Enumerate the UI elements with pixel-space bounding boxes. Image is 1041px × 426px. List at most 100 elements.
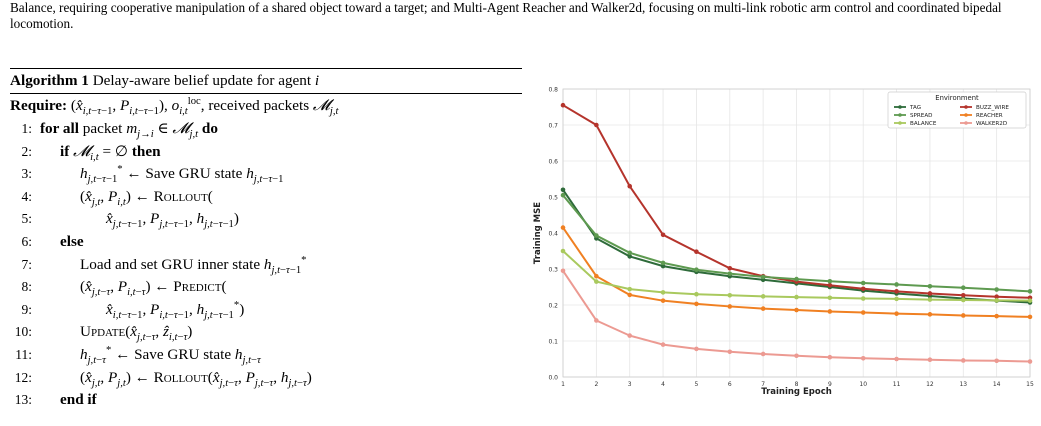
data-point-spread xyxy=(794,276,799,282)
x-tick-label: 8 xyxy=(795,381,799,388)
algorithm-line-9: 9: x̂i,t−τ−1, Pi,t−τ−1, hj,t−τ−1*) xyxy=(21,299,245,321)
legend-label-balance: BALANCE xyxy=(910,121,937,127)
algorithm-line-13: 13: end if xyxy=(14,391,97,409)
data-point-reacher xyxy=(660,298,666,303)
data-point-reacher xyxy=(594,273,599,279)
require-rest: received packets xyxy=(208,97,310,114)
data-point-balance xyxy=(960,297,966,303)
data-point-reacher xyxy=(894,311,899,316)
x-tick-label: 3 xyxy=(628,381,632,388)
data-point-tag xyxy=(660,263,666,269)
data-point-walker2d xyxy=(927,357,933,363)
data-point-reacher xyxy=(794,307,799,313)
data-point-walker2d xyxy=(794,353,799,359)
data-point-balance xyxy=(860,296,866,301)
data-point-walker2d xyxy=(1027,359,1033,364)
algorithm-agent-var: i xyxy=(314,72,320,89)
data-point-buzz-wire xyxy=(994,294,999,300)
data-point-walker2d xyxy=(660,342,666,347)
require-content: Require: (x̂i,t−τ−1, Pi,t−τ−1), oi,tloc,… xyxy=(10,95,339,118)
data-point-tag xyxy=(627,254,633,259)
data-point-balance xyxy=(594,279,599,284)
data-point-reacher xyxy=(560,225,566,230)
y-tick-label: 0.6 xyxy=(548,159,558,166)
data-point-balance xyxy=(894,296,899,302)
x-tick-label: 4 xyxy=(661,381,665,388)
data-point-reacher xyxy=(727,304,733,309)
data-point-spread xyxy=(1027,289,1033,294)
x-tick-label: 6 xyxy=(728,381,732,388)
data-point-buzz-wire xyxy=(660,232,666,238)
data-point-balance xyxy=(694,291,699,297)
plot-frame xyxy=(562,88,1031,378)
data-point-tag xyxy=(560,187,566,193)
x-axis-label: Training Epoch xyxy=(761,387,832,397)
y-tick-label: 0.8 xyxy=(548,87,558,94)
legend-marker-buzz-wire xyxy=(964,105,968,109)
data-point-buzz-wire xyxy=(627,183,633,189)
data-point-buzz-wire xyxy=(727,265,733,271)
data-point-spread xyxy=(627,250,633,256)
data-point-balance xyxy=(627,286,633,292)
data-point-buzz-wire xyxy=(694,249,699,255)
data-point-spread xyxy=(894,282,899,287)
x-tick-label: 11 xyxy=(893,381,901,388)
intro-paragraph: Balance, requiring cooperative manipulat… xyxy=(10,0,1030,32)
x-tick-label: 2 xyxy=(594,381,598,388)
require-label: Require: xyxy=(10,97,68,114)
data-point-balance xyxy=(660,290,666,295)
data-point-reacher xyxy=(627,292,633,298)
legend-title: Environment xyxy=(935,94,979,102)
data-point-buzz-wire xyxy=(860,286,866,292)
data-point-walker2d xyxy=(960,358,966,363)
data-point-spread xyxy=(660,260,666,266)
algorithm-title-text: Delay-aware belief update for agent xyxy=(92,72,312,89)
legend-marker-tag xyxy=(898,105,902,109)
algorithm-line-2: 2: if 𝓜i,t = ∅ then xyxy=(21,142,161,163)
data-point-spread xyxy=(727,271,733,276)
algorithm-top-rule xyxy=(10,68,522,69)
algorithm-block: Algorithm 1 Delay-aware belief update fo… xyxy=(10,68,522,412)
x-tick-label: 12 xyxy=(926,381,934,388)
algorithm-line-5: 5: x̂j,t−τ−1, Pj,t−τ−1, hj,t−τ−1) xyxy=(21,210,239,231)
y-tick-label: 0.1 xyxy=(548,339,558,346)
y-tick-label: 0.7 xyxy=(548,123,558,130)
algorithm-line-6: 6: else xyxy=(21,232,84,250)
x-tick-label: 1 xyxy=(561,381,565,388)
legend-label-walker2d: WALKER2D xyxy=(976,121,1007,127)
data-point-spread xyxy=(560,192,566,198)
legend-marker-walker2d xyxy=(964,121,968,125)
data-point-spread xyxy=(927,283,933,289)
data-point-buzz-wire xyxy=(927,291,933,296)
algorithm-line-3: 3: hj,t−τ−1* ← Save GRU state hj,t−τ−1 xyxy=(21,164,284,186)
y-tick-label: 0.5 xyxy=(548,195,558,202)
algorithm-line-8: 8: (x̂j,t−τ, Pi,t−τ) ← Predict( xyxy=(21,278,227,299)
algorithm-line-10: 10: Update(x̂j,t−τ, ẑi,t−τ) xyxy=(14,323,193,344)
data-point-reacher xyxy=(1027,314,1033,320)
legend-box xyxy=(887,91,1027,129)
data-point-balance xyxy=(727,292,733,298)
data-point-balance xyxy=(760,294,766,299)
data-point-balance xyxy=(794,294,799,300)
data-point-spread xyxy=(594,233,599,238)
y-tick-label: 0.4 xyxy=(548,231,558,238)
data-point-reacher xyxy=(927,312,933,317)
data-point-spread xyxy=(994,287,999,292)
algorithm-label: Algorithm 1 xyxy=(10,72,89,89)
legend-label-buzz-wire: BUZZ_WIRE xyxy=(976,105,1009,111)
x-tick-label: 13 xyxy=(959,381,967,388)
data-point-balance xyxy=(1027,298,1033,303)
data-point-buzz-wire xyxy=(560,102,566,108)
x-tick-label: 7 xyxy=(761,381,765,388)
data-point-balance xyxy=(827,295,833,301)
data-point-reacher xyxy=(760,306,766,311)
data-point-reacher xyxy=(860,310,866,315)
intro-text: Balance, requiring cooperative manipulat… xyxy=(10,0,1002,31)
data-point-walker2d xyxy=(894,356,899,362)
data-point-spread xyxy=(860,280,866,286)
data-point-buzz-wire xyxy=(827,282,833,288)
data-point-reacher xyxy=(960,313,966,318)
y-tick-label: 0.0 xyxy=(548,375,558,382)
algorithm-line-1: 1: for all packet mj→i ∈ 𝓜j,t do xyxy=(21,120,218,141)
data-point-spread xyxy=(760,274,766,280)
